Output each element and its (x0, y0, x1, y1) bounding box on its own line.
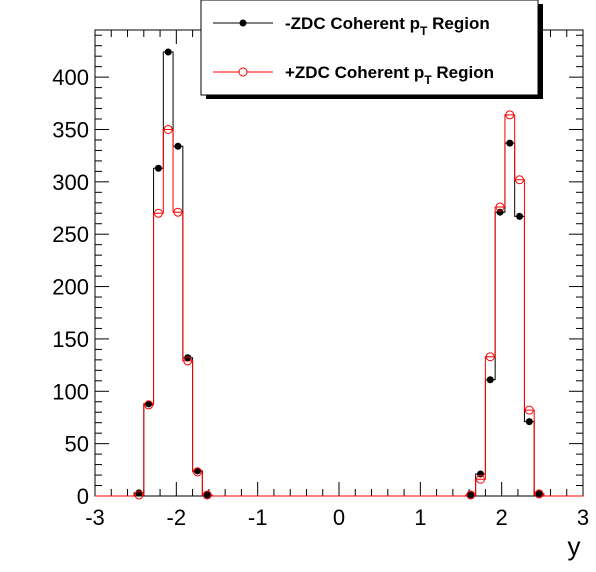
y-tick-label: 200 (52, 275, 89, 300)
plot-frame (94, 29, 584, 497)
y-tick-label: 400 (52, 65, 89, 90)
series-1-point (534, 489, 544, 499)
series-0-point (506, 139, 514, 147)
y-tick-label: 250 (52, 222, 89, 247)
series-1-point (192, 467, 202, 477)
legend-entry-0: -ZDC Coherent pT Region (285, 14, 490, 38)
x-tick-label: -3 (85, 505, 105, 530)
axes: -3 -2 -1 0 1 2 3 0 50 100 150 200 250 300 350 400 (52, 29, 589, 530)
series-1-point (495, 202, 505, 212)
x-axis-title: y (568, 531, 581, 561)
x-tick-label: 3 (577, 505, 589, 530)
legend-box (200, 0, 539, 96)
y-tick-label: 50 (65, 432, 89, 457)
series-1-point (202, 490, 212, 500)
series-layer (95, 48, 583, 500)
y-tick-label: 300 (52, 170, 89, 195)
legend: -ZDC Coherent pT Region +ZDC Coherent pT… (200, 0, 543, 99)
legend-marker-0 (239, 19, 247, 27)
series-1-point (466, 490, 476, 500)
series-0-point (516, 212, 524, 220)
series-1-point (163, 124, 173, 134)
series-1-point (485, 352, 495, 362)
series-0-point (193, 467, 201, 475)
y-tick-label: 100 (52, 379, 89, 404)
series-0-point (154, 164, 162, 172)
x-tick-label: -2 (167, 505, 187, 530)
series-1-step-line (95, 114, 583, 497)
x-tick-label: 1 (414, 505, 426, 530)
series-0-point (535, 490, 543, 498)
series-1-point (183, 356, 193, 366)
y-tick-label: 150 (52, 327, 89, 352)
series-0-point (184, 354, 192, 362)
x-tick-label: -1 (248, 505, 268, 530)
series-0-point (486, 376, 494, 384)
series-1-point (173, 207, 183, 217)
series-1-point (476, 474, 486, 484)
series-0-point (467, 491, 475, 499)
legend-entry-1: +ZDC Coherent pT Region (285, 63, 494, 87)
series-1-point (515, 175, 525, 185)
series-1-point (134, 490, 144, 500)
x-tick-label: 0 (333, 505, 345, 530)
series-0-point (174, 142, 182, 150)
series-1-point (144, 400, 154, 410)
series-1-point (153, 208, 163, 218)
series-0-point (145, 400, 153, 408)
x-tick-label: 2 (496, 505, 508, 530)
series-1-point (524, 405, 534, 415)
series-0-point (164, 48, 172, 56)
legend-marker-1 (238, 67, 248, 77)
series-0-point (135, 489, 143, 497)
y-tick-label: 350 (52, 117, 89, 142)
series-1-point (505, 110, 515, 120)
series-0-point (203, 491, 211, 499)
y-tick-label: 0 (77, 484, 89, 509)
series-0-point (525, 418, 533, 426)
